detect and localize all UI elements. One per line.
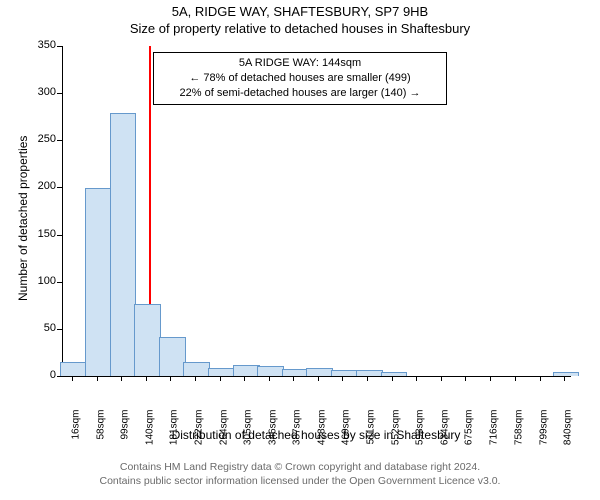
x-tick-label: 264sqm <box>218 410 229 458</box>
y-tick-mark <box>57 140 62 141</box>
histogram-bar <box>85 188 112 376</box>
x-tick-mark <box>220 376 221 381</box>
x-tick-mark <box>72 376 73 381</box>
x-tick-label: 799sqm <box>538 410 549 458</box>
y-tick-label: 50 <box>26 322 56 334</box>
y-tick-mark <box>57 329 62 330</box>
x-tick-label: 634sqm <box>439 410 450 458</box>
footer-attribution: Contains HM Land Registry data © Crown c… <box>0 460 600 488</box>
x-tick-mark <box>146 376 147 381</box>
x-tick-label: 552sqm <box>390 410 401 458</box>
annotation-line-2: ← 78% of detached houses are smaller (49… <box>160 71 440 86</box>
x-tick-mark <box>170 376 171 381</box>
x-tick-label: 758sqm <box>514 410 525 458</box>
y-tick-label: 0 <box>26 369 56 381</box>
y-tick-label: 350 <box>26 39 56 51</box>
y-tick-label: 300 <box>26 86 56 98</box>
x-tick-mark <box>416 376 417 381</box>
x-tick-mark <box>515 376 516 381</box>
x-tick-mark <box>465 376 466 381</box>
x-tick-label: 428sqm <box>316 410 327 458</box>
histogram-bar <box>257 366 284 376</box>
histogram-bar <box>306 368 333 376</box>
x-tick-label: 716sqm <box>488 410 499 458</box>
x-tick-label: 675sqm <box>464 410 475 458</box>
x-tick-mark <box>195 376 196 381</box>
x-tick-label: 346sqm <box>267 410 278 458</box>
x-tick-mark <box>490 376 491 381</box>
plot-area: 5A RIDGE WAY: 144sqm ← 78% of detached h… <box>62 46 571 377</box>
x-tick-label: 469sqm <box>341 410 352 458</box>
histogram-bar <box>60 362 87 376</box>
x-tick-mark <box>318 376 319 381</box>
footer-line-1: Contains HM Land Registry data © Crown c… <box>0 460 600 474</box>
histogram-bar <box>183 362 210 376</box>
x-tick-label: 840sqm <box>563 410 574 458</box>
y-tick-label: 100 <box>26 275 56 287</box>
x-tick-mark <box>244 376 245 381</box>
x-tick-label: 593sqm <box>415 410 426 458</box>
histogram-bar <box>233 365 260 376</box>
x-tick-label: 99sqm <box>120 410 131 458</box>
x-tick-label: 58sqm <box>95 410 106 458</box>
histogram-bar <box>331 370 358 376</box>
footer-line-2: Contains public sector information licen… <box>0 474 600 488</box>
y-tick-mark <box>57 187 62 188</box>
histogram-bar <box>134 304 161 376</box>
y-tick-mark <box>57 282 62 283</box>
x-tick-label: 140sqm <box>144 410 155 458</box>
histogram-bar <box>282 369 309 376</box>
x-tick-label: 181sqm <box>169 410 180 458</box>
x-tick-mark <box>367 376 368 381</box>
x-tick-label: 387sqm <box>292 410 303 458</box>
x-tick-label: 511sqm <box>366 410 377 458</box>
x-tick-label: 222sqm <box>193 410 204 458</box>
annotation-line-1: 5A RIDGE WAY: 144sqm <box>160 56 440 71</box>
x-tick-mark <box>269 376 270 381</box>
x-tick-mark <box>564 376 565 381</box>
y-tick-mark <box>57 93 62 94</box>
y-tick-label: 250 <box>26 133 56 145</box>
y-tick-label: 150 <box>26 228 56 240</box>
histogram-bar <box>381 372 408 376</box>
chart-title: Size of property relative to detached ho… <box>0 21 600 36</box>
x-tick-label: 305sqm <box>243 410 254 458</box>
x-tick-mark <box>293 376 294 381</box>
histogram-bar <box>159 337 186 376</box>
histogram-bar <box>553 372 580 376</box>
x-tick-mark <box>441 376 442 381</box>
x-tick-mark <box>392 376 393 381</box>
annotation-line-3: 22% of semi-detached houses are larger (… <box>160 86 440 101</box>
y-tick-label: 200 <box>26 180 56 192</box>
histogram-bar <box>110 113 137 376</box>
x-tick-mark <box>540 376 541 381</box>
annotation-box: 5A RIDGE WAY: 144sqm ← 78% of detached h… <box>153 52 447 105</box>
x-tick-mark <box>97 376 98 381</box>
chart-container: 5A, RIDGE WAY, SHAFTESBURY, SP7 9HB Size… <box>0 0 600 500</box>
x-tick-mark <box>121 376 122 381</box>
histogram-bar <box>356 370 383 376</box>
y-tick-mark <box>57 235 62 236</box>
x-tick-mark <box>342 376 343 381</box>
y-tick-mark <box>57 376 62 377</box>
chart-supertitle: 5A, RIDGE WAY, SHAFTESBURY, SP7 9HB <box>0 0 600 19</box>
y-tick-mark <box>57 46 62 47</box>
x-tick-label: 16sqm <box>70 410 81 458</box>
histogram-bar <box>208 368 235 376</box>
